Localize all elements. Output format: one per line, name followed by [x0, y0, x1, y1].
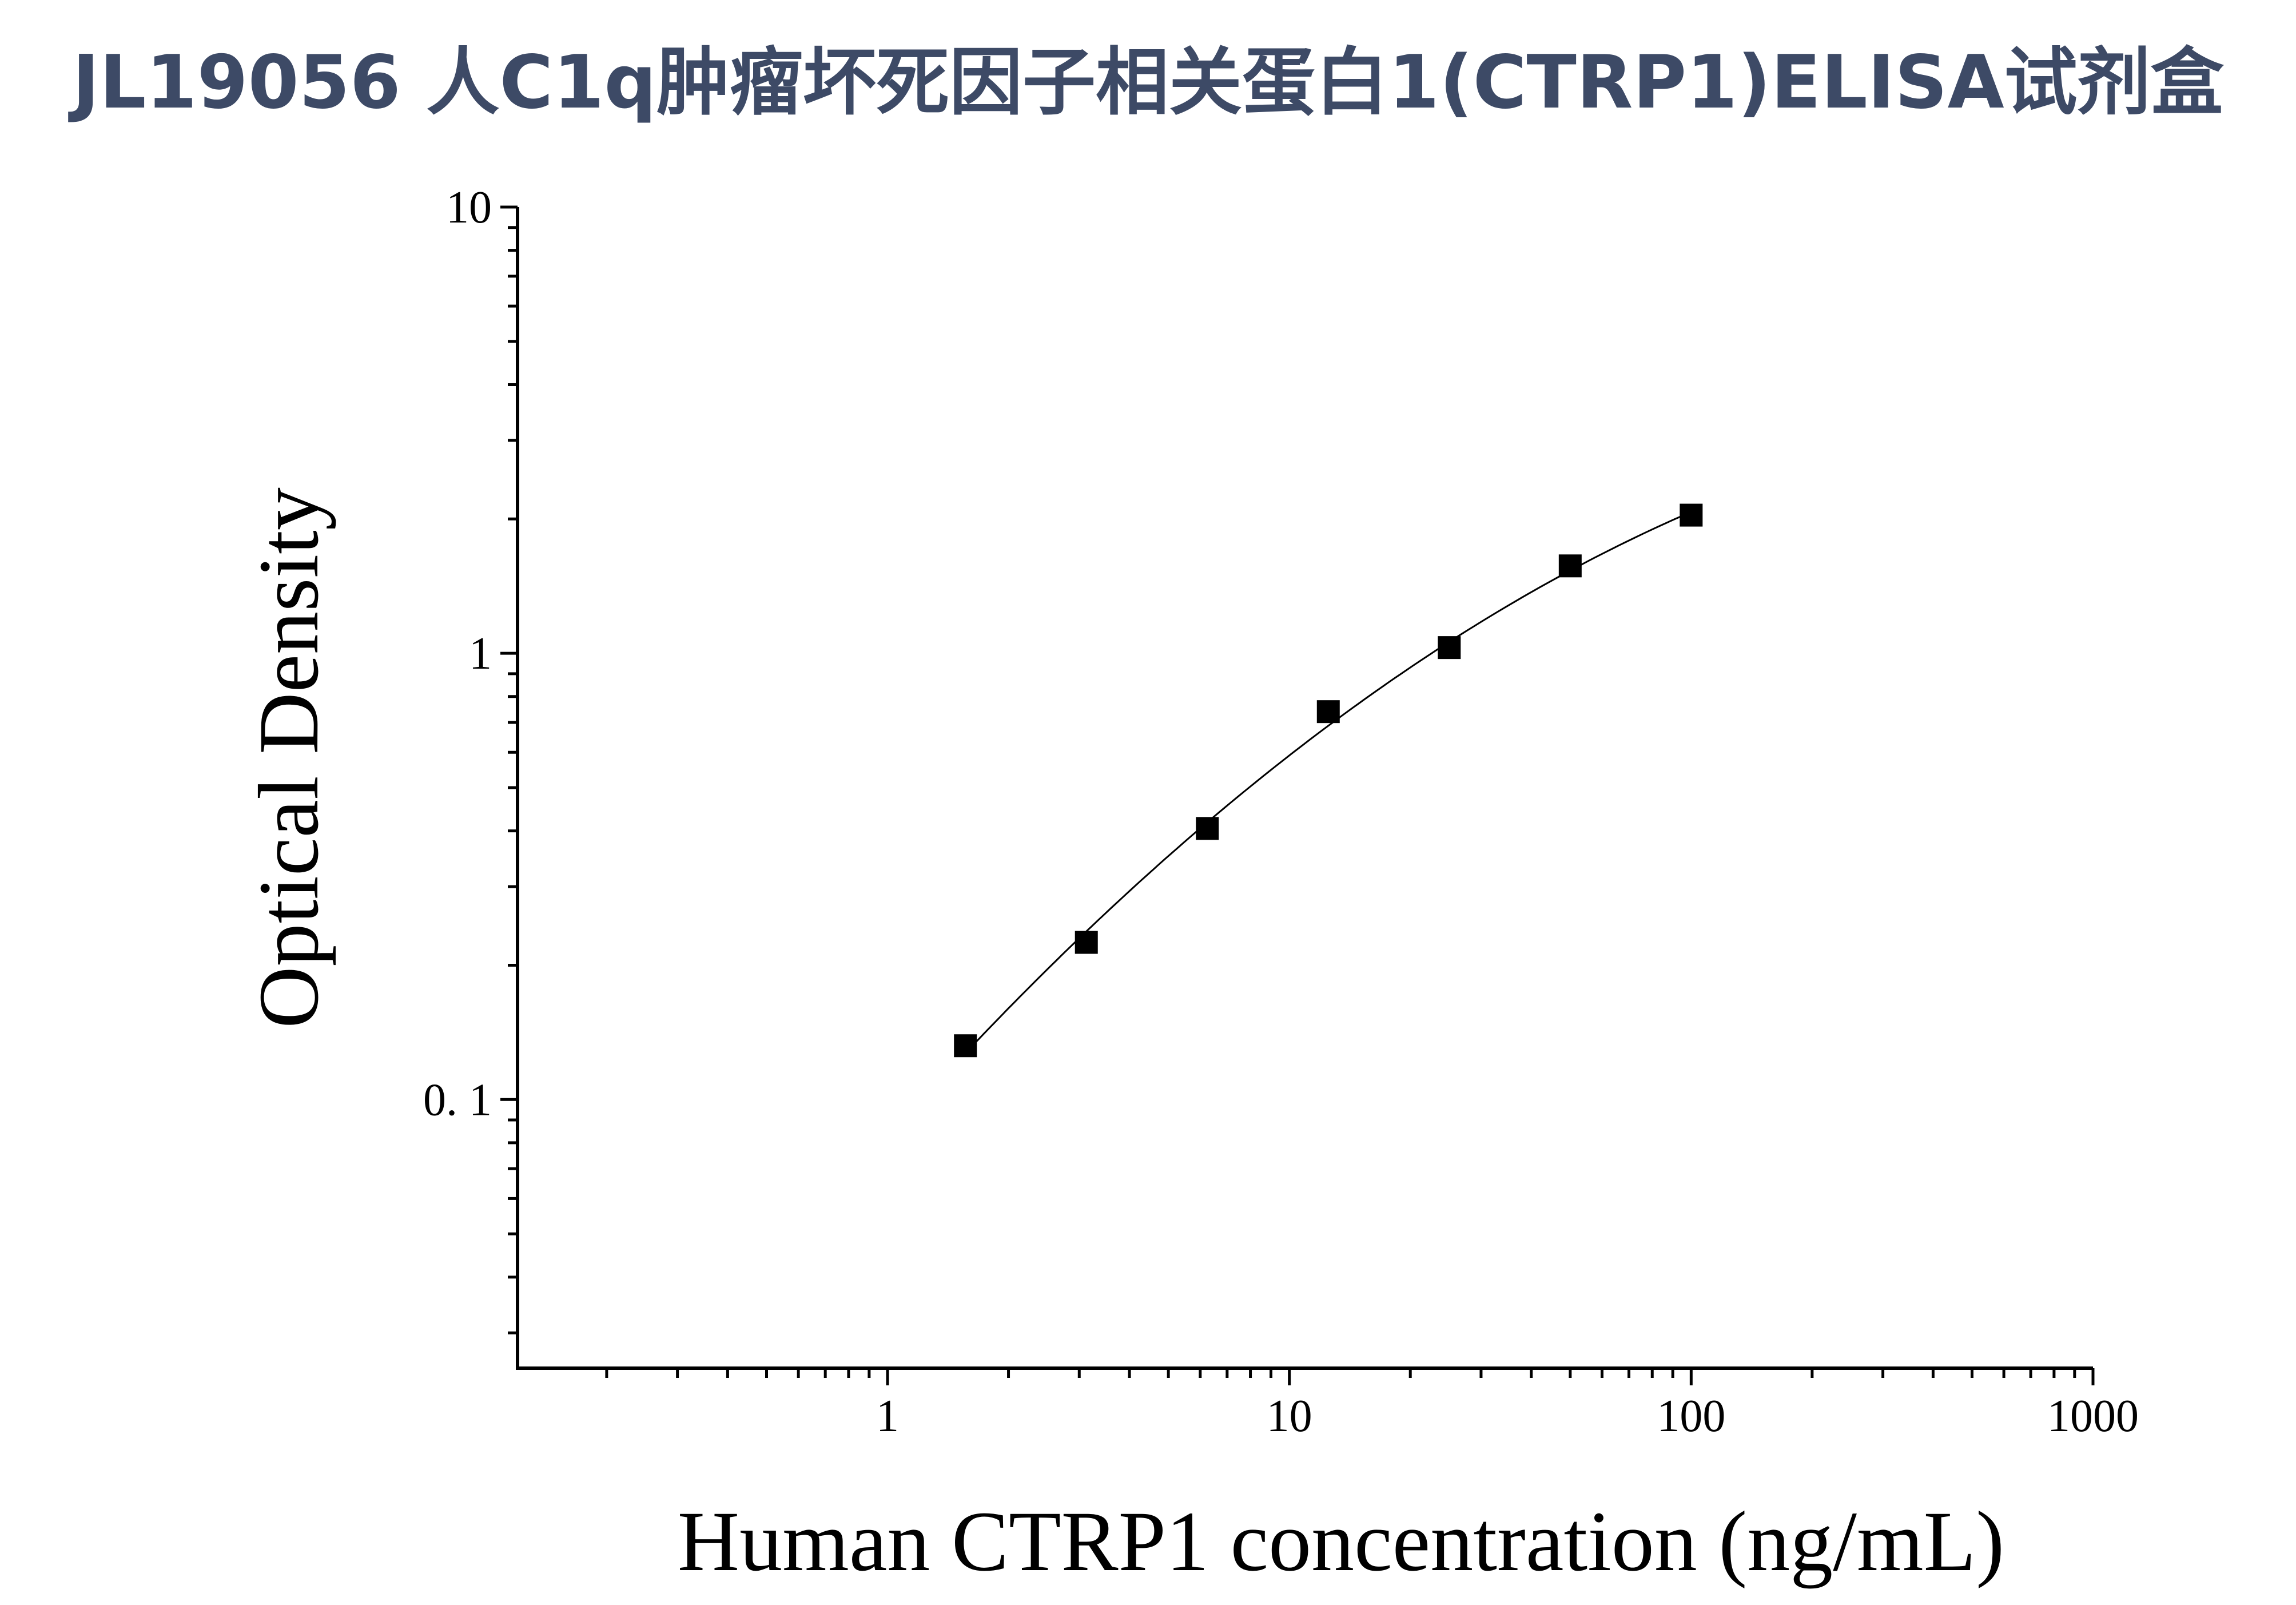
axes: 0. 1 1 10 1 10 100 1000 — [423, 182, 2139, 1441]
data-point — [1558, 554, 1582, 578]
chart-title: JL19056 人C1q肿瘤坏死因子相关蛋白1(CTRP1)ELISA试剂盒 — [72, 40, 2224, 125]
data-point — [1316, 700, 1340, 724]
x-tick-label: 1000 — [2047, 1391, 2139, 1441]
y-axis-title: Optical Density — [241, 487, 336, 1028]
data-point — [1438, 636, 1461, 660]
data-point — [1680, 503, 1703, 527]
y-tick-label: 1 — [469, 629, 492, 679]
x-tick-label: 1 — [876, 1391, 899, 1441]
y-tick-label: 10 — [446, 182, 492, 233]
data-points-layer — [954, 503, 1703, 1058]
y-tick-label: 0. 1 — [423, 1075, 492, 1125]
x-tick-label: 10 — [1267, 1391, 1312, 1441]
x-axis-title: Human CTRP1 concentration (ng/mL) — [678, 1494, 2004, 1589]
data-point — [1075, 931, 1098, 954]
fit-curve-layer — [965, 511, 1692, 1054]
data-point — [1196, 817, 1219, 840]
data-point — [954, 1034, 977, 1058]
x-tick-label: 100 — [1657, 1391, 1725, 1441]
fit-curve — [965, 511, 1692, 1054]
